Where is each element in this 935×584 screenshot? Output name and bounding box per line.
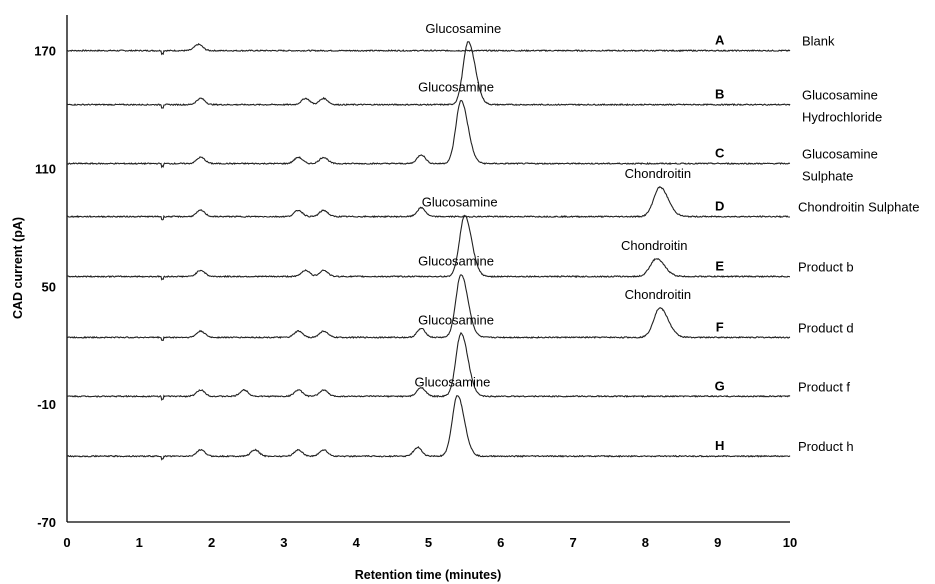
annotation-group: A Blank B Glucosamine Hydrochloride Glucosami… [414,21,919,454]
trace-letter-c: C [715,146,725,161]
trace-group [66,41,791,461]
series-name-h: Product h [798,439,854,454]
trace-f [66,274,791,342]
trace-letter-g: G [715,378,725,393]
trace-letter-h: H [715,438,724,453]
peak-label: Glucosamine [418,80,494,95]
peak-label: Chondroitin [625,287,692,302]
y-tick-label: 170 [34,44,56,59]
x-tick-label: 4 [353,535,361,550]
y-tick-label: 50 [42,279,56,294]
x-tick-label: 5 [425,535,432,550]
trace-letter-b: B [715,87,724,102]
peak-label: Chondroitin [621,238,688,253]
trace-e [66,214,790,281]
peak-label: Glucosamine [414,374,490,389]
trace-letter-a: A [715,33,725,48]
y-tick-label: -70 [37,515,56,530]
x-tick-label: 1 [136,535,143,550]
series-name-g: Product f [798,379,850,394]
trace-letter-f: F [716,319,724,334]
x-tick-labels: 0 1 2 3 4 5 6 7 8 9 10 [63,535,797,550]
series-name-e: Product b [798,260,854,275]
y-tick-label: 110 [35,161,56,176]
x-tick-label: 2 [208,535,215,550]
trace-g [66,331,791,401]
x-tick-label: 3 [280,535,287,550]
x-tick-label: 7 [569,535,576,550]
series-name-f: Product d [798,320,854,335]
x-tick-label: 10 [783,535,797,550]
series-name-c: Glucosamine Sulphate [802,147,878,184]
trace-d [66,185,790,221]
y-axis-title: CAD current (pA) [11,217,25,319]
trace-c [66,99,791,169]
x-tick-label: 9 [714,535,721,550]
x-tick-label: 0 [63,535,70,550]
x-tick-label: 6 [497,535,504,550]
peak-label: Glucosamine [418,254,494,269]
y-tick-label: -10 [37,397,56,412]
peak-label: Chondroitin [625,166,692,181]
series-name-a: Blank [802,34,835,49]
trace-a [66,42,791,56]
y-tick-labels: 170 110 50 -10 -70 [34,44,56,530]
trace-b [66,41,791,109]
peak-label: Glucosamine [425,21,501,36]
axes [66,15,790,523]
peak-label: Glucosamine [422,195,498,210]
series-name-b: Glucosamine Hydrochloride [802,88,882,125]
trace-letter-d: D [715,199,724,214]
x-tick-label: 8 [642,535,649,550]
trace-letter-e: E [715,259,724,274]
x-axis-title: Retention time (minutes) [355,568,502,582]
trace-h [66,395,791,461]
peak-label: Glucosamine [418,312,494,327]
series-name-d: Chondroitin Sulphate [798,200,919,215]
